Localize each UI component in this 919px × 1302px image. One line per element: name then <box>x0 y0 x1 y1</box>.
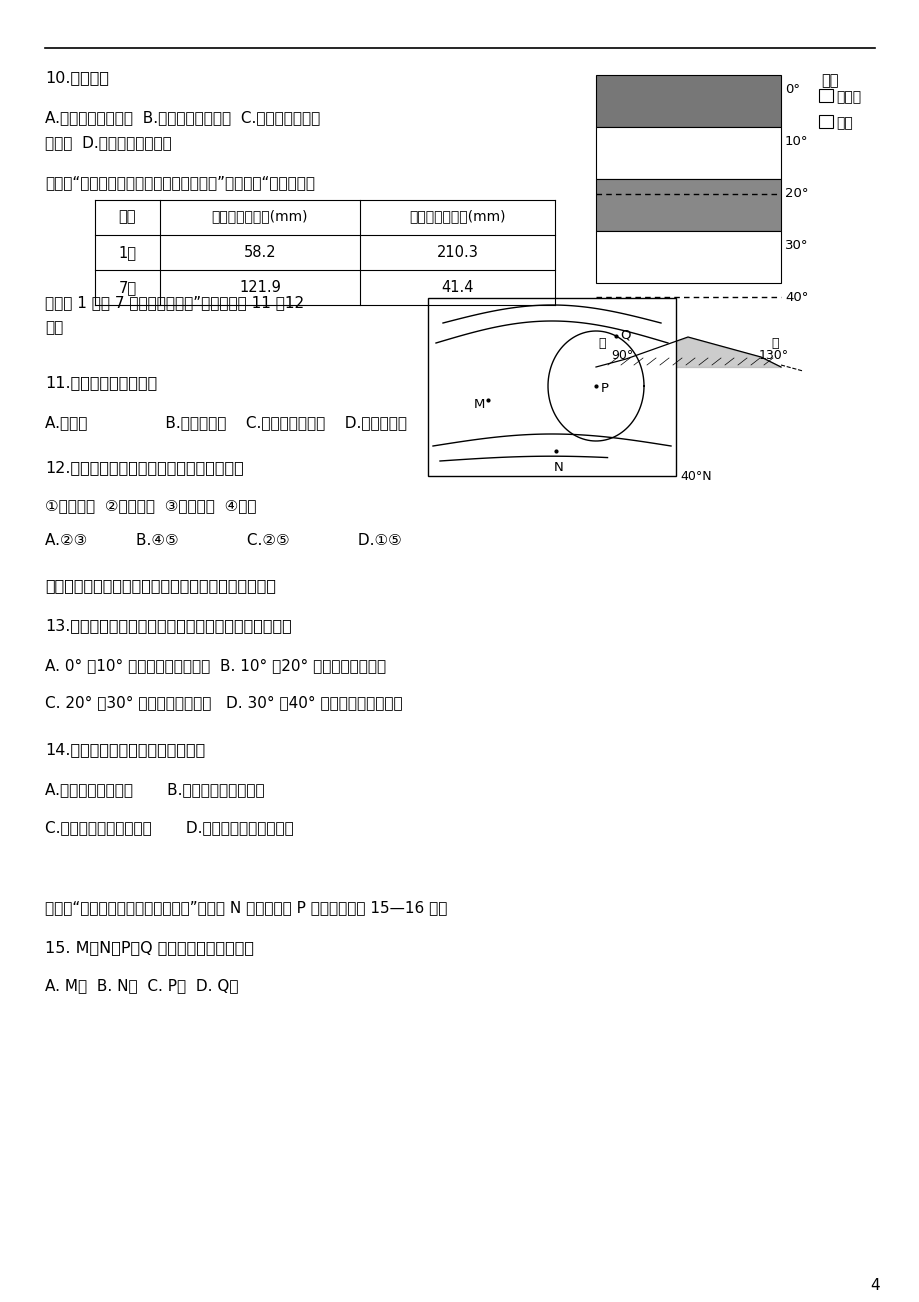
Text: A.印度半岛吹西南风       B.欧洲西海岐温和少雨: A.印度半岛吹西南风 B.欧洲西海岐温和少雨 <box>45 783 265 797</box>
Bar <box>596 178 780 230</box>
Bar <box>427 298 675 477</box>
Bar <box>596 128 780 178</box>
Text: A.地中海                B.印度洋北部    C.大西洋赤道附近    D.西北大西洋: A.地中海 B.印度洋北部 C.大西洋赤道附近 D.西北大西洋 <box>45 415 406 430</box>
Text: 题。: 题。 <box>45 320 63 335</box>
Text: 90°: 90° <box>610 349 632 362</box>
Text: 乙两地 1 月和 7 月平均降水量表”。据此回答 11 ～12: 乙两地 1 月和 7 月平均降水量表”。据此回答 11 ～12 <box>45 296 304 310</box>
Text: 30°: 30° <box>784 240 808 253</box>
Text: 气压带: 气压带 <box>835 90 860 104</box>
Text: 210.3: 210.3 <box>437 245 478 260</box>
Text: 130°: 130° <box>758 349 789 362</box>
Text: 11.该岛屿最有可能位于: 11.该岛屿最有可能位于 <box>45 375 157 391</box>
Text: 13.关于图示各纬度带气流运动与干湿性质的正确叙述是: 13.关于图示各纬度带气流运动与干湿性质的正确叙述是 <box>45 618 291 633</box>
Text: 14.当气压带、风带位于图示位置时: 14.当气压带、风带位于图示位置时 <box>45 742 205 756</box>
Text: 7月: 7月 <box>119 280 136 296</box>
Text: C. 20° ～30° 盛行西南风，湿润   D. 30° ～40° 盛行下沉气流，干燥: C. 20° ～30° 盛行西南风，湿润 D. 30° ～40° 盛行下沉气流，… <box>45 695 403 710</box>
Text: 10°: 10° <box>784 135 808 148</box>
Text: 右图是“某岛屿沿东西方向地形剑面示意图”。下表是“该岛屿甲、: 右图是“某岛屿沿东西方向地形剑面示意图”。下表是“该岛屿甲、 <box>45 174 314 190</box>
Text: 风带: 风带 <box>835 116 852 130</box>
Text: ①太阳辐射  ②大气环流  ③洋流影响  ④地形: ①太阳辐射 ②大气环流 ③洋流影响 ④地形 <box>45 497 256 513</box>
Text: 41.4: 41.4 <box>441 280 473 296</box>
Text: 121.9: 121.9 <box>239 280 280 296</box>
Text: M: M <box>473 398 485 411</box>
Text: 乙地平均降水量(mm): 乙地平均降水量(mm) <box>409 210 505 223</box>
Bar <box>818 89 832 102</box>
Text: N: N <box>553 461 563 474</box>
Text: 下图为“某区域某日近地面等压线图”，图中 N 地气压低于 P 地。读图回答 15—16 题。: 下图为“某区域某日近地面等压线图”，图中 N 地气压低于 P 地。读图回答 15… <box>45 900 447 915</box>
Bar <box>818 115 832 128</box>
Text: 1月: 1月 <box>119 245 136 260</box>
Text: 40°N: 40°N <box>679 470 711 483</box>
Text: 20°: 20° <box>784 187 808 201</box>
Text: A.南极冰盖不断扩大  B.天山雪线明显下降  C.我国橡胶种植北: A.南极冰盖不断扩大 B.天山雪线明显下降 C.我国橡胶种植北 <box>45 109 320 125</box>
Text: 10.图示时期: 10.图示时期 <box>45 70 108 85</box>
Text: 读气压带、风带移动规律模式示意图，完成下面小题。: 读气压带、风带移动规律模式示意图，完成下面小题。 <box>45 578 276 592</box>
Text: 甲地平均降水量(mm): 甲地平均降水量(mm) <box>211 210 308 223</box>
Text: 0°: 0° <box>784 83 800 96</box>
Text: 12.形成甲、乙两地降水量差异的主导因素是: 12.形成甲、乙两地降水量差异的主导因素是 <box>45 460 244 475</box>
Text: A. 0° ～10° 盛行下沉气流，干燥  B. 10° ～20° 盛行东北风，干燥: A. 0° ～10° 盛行下沉气流，干燥 B. 10° ～20° 盛行东北风，干… <box>45 658 386 673</box>
Text: 40°: 40° <box>784 292 808 303</box>
Text: Q: Q <box>619 328 630 341</box>
Text: P: P <box>600 381 608 395</box>
Text: A.②③          B.④⑤              C.②⑤              D.①⑤: A.②③ B.④⑤ C.②⑤ D.①⑤ <box>45 533 402 548</box>
Text: 15. M、N、P、Q 四地中，风力最强的是: 15. M、N、P、Q 四地中，风力最强的是 <box>45 940 254 954</box>
Text: 甲: 甲 <box>597 337 605 350</box>
Text: C.亚欧大陆内部寒冷干燥       D.非洲热带草原进入干季: C.亚欧大陆内部寒冷干燥 D.非洲热带草原进入干季 <box>45 820 293 835</box>
Text: 图例: 图例 <box>820 73 837 89</box>
Bar <box>596 76 780 128</box>
Bar <box>596 230 780 283</box>
Text: 月份: 月份 <box>119 210 136 224</box>
Text: A. M地  B. N地  C. P地  D. Q地: A. M地 B. N地 C. P地 D. Q地 <box>45 978 238 993</box>
Text: 4: 4 <box>869 1279 879 1293</box>
Text: 58.2: 58.2 <box>244 245 276 260</box>
Text: 界南移  D.极端天气事件增加: 界南移 D.极端天气事件增加 <box>45 135 172 150</box>
Text: 乙: 乙 <box>770 337 777 350</box>
